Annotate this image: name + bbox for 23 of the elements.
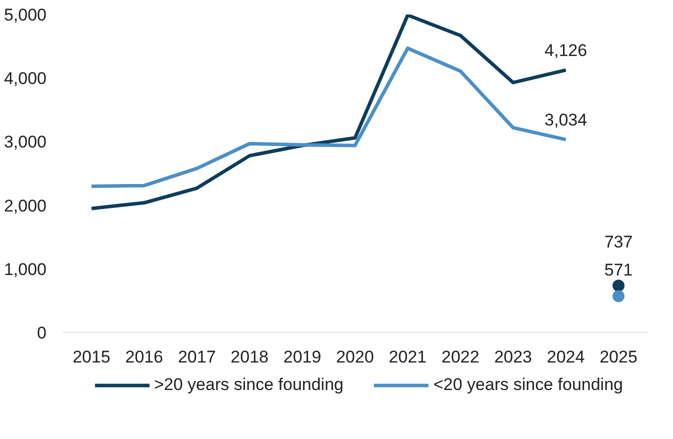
x-tick-label: 2020 [336,348,374,366]
x-tick-label: 2025 [600,348,638,366]
y-tick-label: 4,000 [4,69,47,88]
data-label: 4,126 [544,41,588,60]
x-tick-label: 2017 [178,348,216,366]
x-tick-label: 2018 [230,348,269,366]
y-tick-label: 5,000 [4,6,47,24]
y-tick-label: 2,000 [4,196,47,216]
x-tick-label: 2016 [125,348,164,366]
data-label: 3,034 [544,110,588,130]
legend-label: <20 years since founding [434,375,623,395]
x-tick-label: 2015 [72,348,110,366]
x-tick-label: 2024 [546,348,585,366]
y-tick-label: 3,000 [4,132,47,152]
y-tick-label: 0 [37,324,47,342]
x-tick-label: 2019 [283,348,322,366]
data-label: 737 [604,232,633,252]
legend-label: >20 years since founding [154,375,344,395]
x-tick-label: 2022 [441,348,480,366]
y-tick-label: 1,000 [4,260,47,279]
x-tick-label: 2021 [388,348,427,366]
x-tick-label: 2023 [494,348,532,366]
data-label: 571 [604,260,633,280]
